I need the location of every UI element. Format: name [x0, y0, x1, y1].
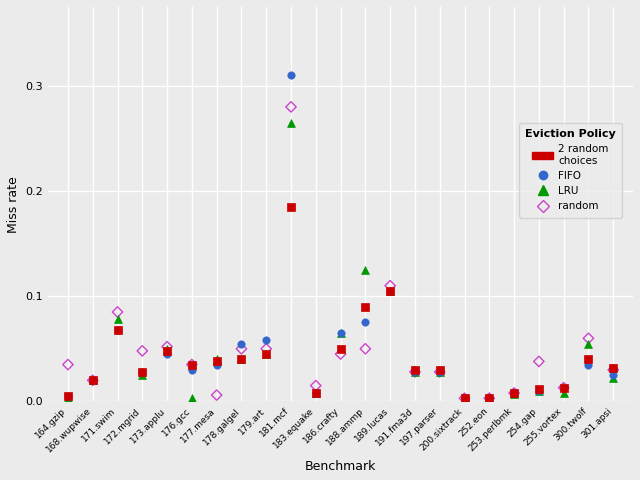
Point [360, 266, 371, 274]
Point [310, 389, 321, 397]
Point [335, 329, 346, 337]
Point [410, 368, 420, 376]
Point [360, 303, 371, 311]
Point [162, 347, 172, 355]
Point [534, 385, 544, 393]
Point [212, 391, 222, 399]
Point [385, 287, 396, 295]
Point [88, 376, 98, 384]
Point [261, 336, 271, 344]
Point [261, 350, 271, 358]
Point [410, 366, 420, 373]
Point [63, 361, 73, 369]
Point [187, 395, 197, 402]
Point [583, 335, 593, 342]
Point [88, 376, 98, 384]
Point [261, 350, 271, 358]
Point [286, 203, 296, 211]
Point [484, 395, 495, 402]
Point [435, 368, 445, 376]
Point [137, 347, 147, 355]
Point [435, 368, 445, 376]
Point [410, 368, 420, 376]
Point [236, 345, 246, 353]
Point [113, 315, 123, 323]
Point [484, 395, 495, 402]
Point [137, 368, 147, 376]
Point [88, 376, 98, 384]
Point [335, 329, 346, 337]
Point [534, 387, 544, 395]
Point [162, 350, 172, 358]
Point [335, 350, 346, 358]
Point [608, 364, 618, 372]
Point [435, 366, 445, 373]
Point [460, 395, 470, 402]
Point [583, 340, 593, 348]
Point [137, 368, 147, 376]
Y-axis label: Miss rate: Miss rate [7, 176, 20, 232]
Point [286, 103, 296, 111]
Point [360, 345, 371, 353]
Point [360, 319, 371, 326]
Point [286, 72, 296, 79]
Point [236, 356, 246, 363]
X-axis label: Benchmark: Benchmark [305, 460, 376, 473]
Point [212, 356, 222, 363]
Point [583, 361, 593, 369]
Point [559, 384, 569, 392]
Point [187, 361, 197, 369]
Point [261, 345, 271, 353]
Point [583, 356, 593, 363]
Point [162, 345, 172, 353]
Point [484, 395, 495, 402]
Point [113, 326, 123, 334]
Point [63, 392, 73, 400]
Point [385, 287, 396, 295]
Point [212, 361, 222, 369]
Point [534, 387, 544, 395]
Point [385, 282, 396, 289]
Point [460, 395, 470, 402]
Point [608, 371, 618, 379]
Point [113, 326, 123, 334]
Point [559, 384, 569, 392]
Point [509, 390, 519, 398]
Point [460, 395, 470, 402]
Point [310, 389, 321, 397]
Point [435, 368, 445, 376]
Point [460, 395, 470, 402]
Point [310, 389, 321, 397]
Point [509, 389, 519, 397]
Legend: 2 random
choices, FIFO, LRU, random: 2 random choices, FIFO, LRU, random [519, 122, 622, 217]
Point [509, 389, 519, 397]
Point [310, 382, 321, 389]
Point [187, 361, 197, 369]
Point [559, 389, 569, 397]
Point [187, 366, 197, 373]
Point [162, 343, 172, 350]
Point [385, 287, 396, 295]
Point [236, 356, 246, 363]
Point [509, 389, 519, 397]
Point [88, 376, 98, 384]
Point [63, 395, 73, 402]
Point [484, 395, 495, 402]
Point [410, 368, 420, 376]
Point [63, 392, 73, 400]
Point [608, 366, 618, 373]
Point [113, 308, 123, 316]
Point [236, 340, 246, 348]
Point [212, 358, 222, 365]
Point [137, 371, 147, 379]
Point [335, 345, 346, 353]
Point [534, 358, 544, 365]
Point [608, 374, 618, 382]
Point [286, 119, 296, 127]
Point [559, 384, 569, 392]
